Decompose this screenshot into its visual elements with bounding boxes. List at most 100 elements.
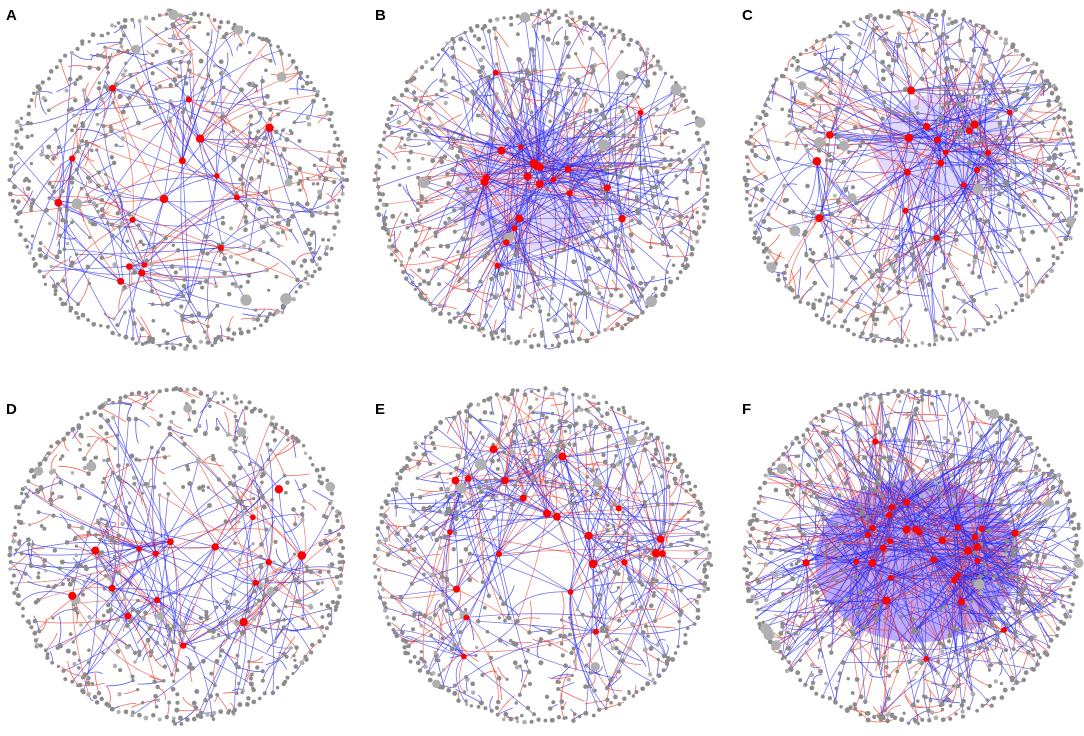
network-node	[262, 593, 267, 598]
network-node	[115, 211, 120, 216]
network-node	[312, 163, 317, 168]
network-node	[84, 139, 89, 144]
network-node	[249, 672, 254, 677]
network-node	[840, 55, 845, 61]
network-node	[123, 709, 129, 715]
positive-edge	[487, 218, 623, 254]
network-node	[112, 262, 118, 268]
network-node	[644, 73, 648, 77]
network-node	[956, 101, 962, 107]
network-node	[71, 578, 76, 583]
network-node	[603, 260, 608, 264]
network-node	[264, 268, 268, 273]
network-node	[174, 707, 180, 713]
network-node	[872, 107, 877, 112]
network-node	[259, 467, 264, 472]
network-node	[317, 189, 322, 195]
network-node	[596, 330, 601, 335]
negative-edge	[328, 571, 337, 589]
network-node	[165, 346, 169, 350]
network-node	[516, 284, 521, 289]
network-node	[466, 237, 470, 241]
network-node	[268, 117, 273, 122]
network-node	[185, 15, 190, 20]
network-node	[239, 499, 245, 504]
positive-edge	[848, 51, 875, 70]
positive-edge	[59, 513, 70, 527]
network-node	[1003, 280, 1008, 284]
network-node	[487, 244, 492, 248]
network-node	[127, 501, 132, 505]
negative-edge	[1019, 187, 1044, 196]
network-node	[211, 717, 216, 722]
network-node	[46, 144, 52, 150]
network-node	[186, 467, 191, 472]
network-node	[1030, 288, 1035, 294]
network-node	[817, 298, 822, 303]
positive-edge	[562, 442, 647, 457]
network-node	[226, 710, 231, 715]
network-node	[190, 320, 196, 325]
positive-edge	[926, 126, 1074, 147]
network-node	[308, 246, 313, 251]
network-node	[912, 267, 918, 272]
network-node	[877, 262, 882, 267]
network-node	[603, 167, 609, 173]
network-node	[611, 192, 616, 197]
positive-edge	[911, 83, 1050, 91]
network-node	[134, 341, 139, 346]
network-node	[179, 722, 184, 726]
network-node	[782, 270, 787, 275]
network-node	[410, 280, 415, 285]
positive-edge	[141, 266, 225, 274]
positive-edge	[19, 488, 31, 508]
network-node	[902, 115, 907, 121]
network-node	[661, 233, 666, 239]
network-node	[230, 337, 235, 342]
network-node	[218, 59, 224, 65]
network-node	[641, 61, 646, 66]
network-node	[629, 118, 633, 123]
network-node	[200, 484, 206, 489]
network-node	[826, 320, 831, 325]
network-node	[315, 581, 321, 586]
network-node	[240, 163, 246, 169]
network-node	[130, 713, 135, 718]
network-node	[436, 265, 440, 270]
network-node	[1002, 104, 1008, 110]
network-node	[291, 297, 296, 302]
network-node	[166, 331, 170, 336]
network-node	[149, 445, 154, 450]
network-node	[226, 605, 232, 610]
network-node	[52, 548, 58, 553]
network-node	[120, 72, 126, 78]
positive-edge	[385, 607, 465, 657]
network-node	[25, 134, 30, 140]
hub-node	[965, 127, 973, 135]
network-node	[753, 186, 759, 192]
network-node	[655, 206, 659, 210]
positive-edge	[965, 93, 1010, 113]
positive-edge	[542, 36, 569, 170]
network-node	[288, 228, 293, 233]
network-node	[123, 68, 128, 73]
positive-edge	[655, 553, 682, 591]
positive-edge	[182, 517, 254, 625]
negative-edge	[67, 660, 79, 686]
network-node	[605, 246, 610, 250]
negative-edge	[417, 175, 570, 194]
positive-edge	[228, 517, 254, 608]
negative-edge	[797, 126, 816, 130]
network-node	[80, 41, 85, 46]
network-node	[447, 319, 453, 324]
network-node	[447, 311, 451, 316]
network-node	[118, 396, 123, 400]
network-node	[275, 618, 281, 624]
network-node	[167, 118, 172, 123]
network-node	[265, 315, 270, 320]
network-node	[667, 162, 673, 168]
network-node	[663, 71, 668, 76]
hub-node	[985, 150, 991, 156]
network-node	[502, 337, 507, 342]
network-node	[413, 133, 418, 138]
